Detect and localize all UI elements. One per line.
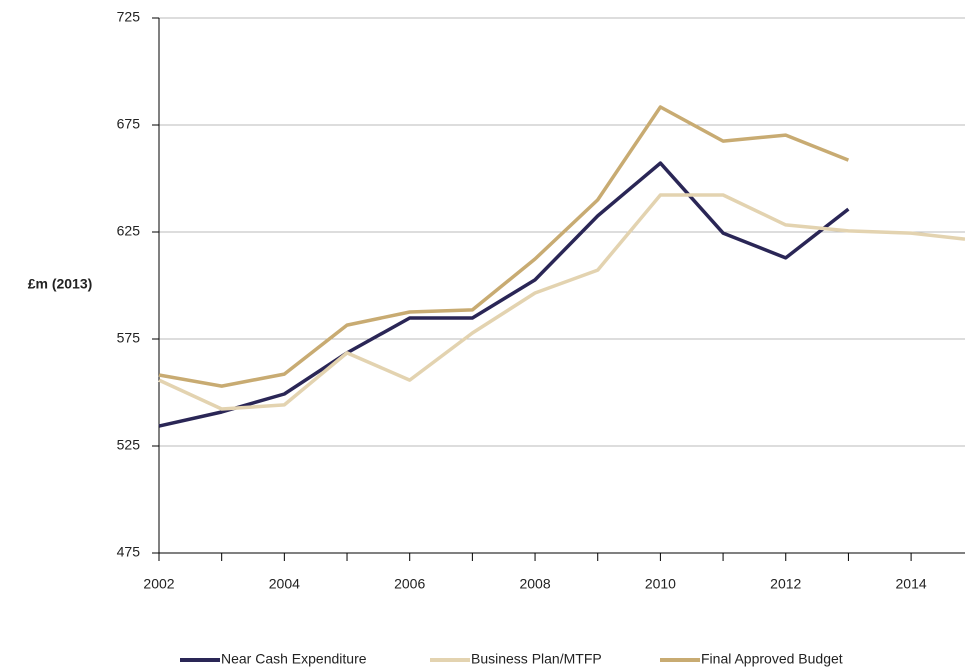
x-tick-label: 2004 — [269, 576, 300, 592]
series-line — [158, 105, 850, 388]
x-tick-label: 2008 — [519, 576, 550, 592]
y-axis-label: £m (2013) — [28, 276, 93, 292]
y-tick-label: 525 — [117, 437, 141, 453]
y-tick-label: 675 — [117, 116, 141, 132]
x-tick-label: 2010 — [645, 576, 676, 592]
x-tick-label: 2002 — [143, 576, 174, 592]
legend-label: Business Plan/MTFP — [471, 651, 602, 667]
legend-label: Final Approved Budget — [701, 651, 843, 667]
y-tick-label: 625 — [117, 223, 141, 239]
x-tick-label: 2006 — [394, 576, 425, 592]
x-tick-label: 2014 — [896, 576, 927, 592]
y-tick-label: 725 — [117, 9, 141, 25]
legend-label: Near Cash Expenditure — [221, 651, 367, 667]
y-tick-label: 575 — [117, 330, 141, 346]
x-tick-label: 2012 — [770, 576, 801, 592]
y-tick-label: 475 — [117, 544, 141, 560]
series-line — [158, 161, 850, 428]
series-line — [158, 193, 965, 411]
